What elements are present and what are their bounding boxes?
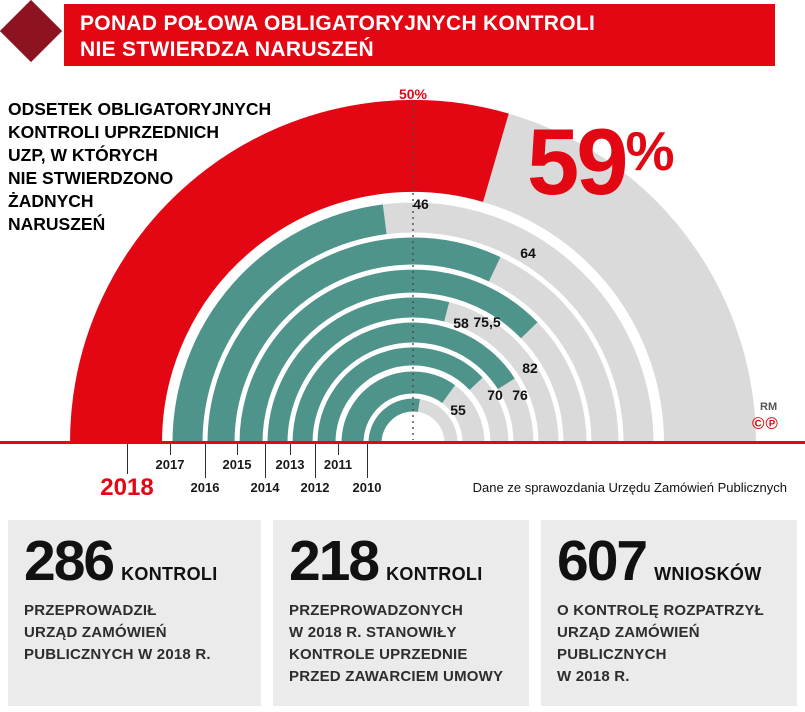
year-label-2015: 2015 — [222, 457, 252, 472]
stat-card-head: 286 KONTROLI — [24, 529, 245, 593]
ring-value-2015 — [239, 269, 538, 444]
year-label-2011: 2011 — [323, 457, 353, 472]
page-title-line2: NIE STWIERDZA NARUSZEŃ — [80, 38, 374, 61]
ring-remainder-2018 — [482, 113, 756, 444]
copyright-icon: © — [752, 414, 766, 433]
chart-caption: ODSETEK OBLIGATORYJNYCH KONTROLI UPRZEDN… — [8, 99, 272, 234]
reference-label-50pct: 50% — [398, 86, 428, 102]
ring-label-2016: 64 — [520, 245, 536, 261]
year-label-2010: 2010 — [352, 480, 382, 495]
ring-remainder-2014 — [444, 302, 559, 444]
year-tick-2012 — [315, 444, 316, 478]
stat-unit: KONTROLI — [386, 564, 483, 584]
ring-label-2012: 76 — [512, 387, 528, 403]
gauge-chart: 46 64 75,558 82 76 70 55 — [70, 100, 756, 444]
ring-remainder-2011 — [441, 385, 485, 444]
year-label-2018: 2018 — [100, 474, 154, 501]
page-title-line1: PONAD POŁOWA OBLIGATORYJNYCH KONTROLI — [80, 12, 596, 35]
year-tick-2016 — [205, 444, 206, 478]
ring-value-2016 — [207, 237, 501, 444]
stat-card-controls-total: 286 KONTROLI PRZEPROWADZIŁ URZĄD ZAMÓWIE… — [8, 520, 261, 706]
phonogram-icon: ℗ — [765, 414, 780, 433]
stat-number: 607 — [557, 529, 648, 593]
ring-value-2012 — [317, 347, 483, 444]
year-tick-2010 — [367, 444, 368, 478]
stat-description: PRZEPROWADZIŁ URZĄD ZAMÓWIEŃ PUBLICZNYCH… — [24, 601, 211, 663]
copyright-marks: ©℗ — [752, 414, 779, 434]
year-label-2017: 2017 — [155, 457, 185, 472]
data-source-note: Dane ze sprawozdania Urzędu Zamówień Pub… — [472, 480, 787, 495]
ring-value-2013 — [292, 322, 515, 444]
ring-label-2017: 46 — [413, 196, 429, 212]
year-label-2013: 2013 — [275, 457, 305, 472]
ring-remainder-2016 — [488, 257, 619, 444]
year-tick-2013 — [290, 444, 291, 455]
highlight-percent-sign: % — [625, 120, 675, 182]
stat-number: 286 — [24, 529, 115, 593]
ring-label-2015: 75,5 — [473, 314, 500, 330]
stat-description: PRZEPROWADZONYCH W 2018 R. STANOWIŁY KON… — [289, 601, 504, 685]
ring-remainder-2012 — [469, 377, 509, 444]
ring-label-2011: 70 — [487, 387, 503, 403]
header-banner: PONAD POŁOWA OBLIGATORYJNYCH KONTROLI NI… — [64, 4, 775, 66]
highlight-number: 59 — [527, 109, 629, 214]
ring-remainder-2010 — [417, 399, 458, 444]
year-tick-2018 — [127, 444, 128, 474]
ring-remainder-2015 — [520, 322, 587, 444]
ring-value-2011 — [341, 371, 456, 444]
year-label-2014: 2014 — [250, 480, 280, 495]
ring-value-2017 — [172, 204, 387, 444]
author-initials: RM — [760, 401, 778, 413]
ring-label-2010: 55 — [450, 402, 466, 418]
stat-description: O KONTROLĘ ROZPATRZYŁ URZĄD ZAMÓWIEŃ PUB… — [557, 601, 764, 685]
stat-card-requests: 607 WNIOSKÓW O KONTROLĘ ROZPATRZYŁ URZĄD… — [541, 520, 797, 706]
ring-remainder-2017 — [382, 202, 654, 444]
year-tick-2014 — [265, 444, 266, 478]
highlight-value-2018: 59 % — [527, 109, 675, 214]
ring-remainder-2013 — [497, 378, 534, 444]
ring-value-2014 — [267, 297, 450, 444]
stat-card-head: 607 WNIOSKÓW — [557, 529, 781, 593]
year-tick-2017 — [170, 444, 171, 455]
ring-label-2013: 82 — [522, 360, 538, 376]
ring-label-2014: 58 — [453, 315, 469, 331]
ring-value-2010 — [368, 398, 420, 444]
stat-unit: KONTROLI — [121, 564, 218, 584]
axis-baseline — [0, 441, 805, 444]
year-tick-2011 — [338, 444, 339, 455]
stat-number: 218 — [289, 529, 380, 593]
ring-value-2018 — [70, 100, 509, 444]
year-tick-2015 — [237, 444, 238, 455]
stat-unit: WNIOSKÓW — [654, 564, 762, 584]
stat-card-head: 218 KONTROLI — [289, 529, 513, 593]
stat-card-controls-prior: 218 KONTROLI PRZEPROWADZONYCH W 2018 R. … — [273, 520, 529, 706]
year-label-2016: 2016 — [190, 480, 220, 495]
year-label-2012: 2012 — [300, 480, 330, 495]
